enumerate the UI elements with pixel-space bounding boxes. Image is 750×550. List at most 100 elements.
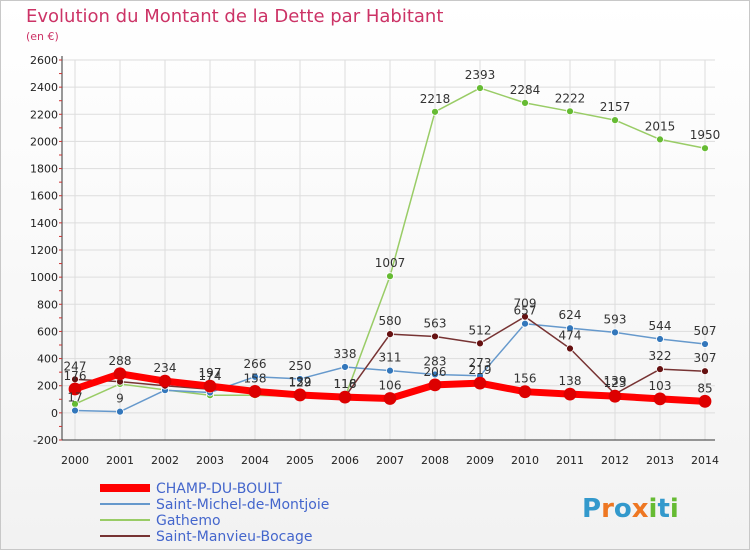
y-tick-label: 200 — [37, 380, 58, 393]
data-point-saint-michel-de-montjoie — [71, 406, 79, 415]
x-tick-label: 2006 — [331, 454, 359, 467]
x-tick-label: 2001 — [106, 454, 134, 467]
data-label-champ-du-boult: 116 — [334, 377, 357, 391]
y-tick-label: 800 — [37, 298, 58, 311]
data-point-saint-michel-de-montjoie — [566, 324, 574, 333]
data-point-gathemo — [656, 135, 664, 144]
legend: CHAMP-DU-BOULTSaint-Michel-de-MontjoieGa… — [100, 481, 329, 545]
logo-letter: o — [614, 494, 632, 524]
data-label-gathemo: 2393 — [465, 68, 496, 82]
y-tick-label: 0 — [51, 407, 58, 420]
data-label-gathemo: 2157 — [600, 100, 631, 114]
data-label-saint-manvieu-bocage: 512 — [469, 323, 492, 337]
data-label-champ-du-boult: 234 — [154, 361, 177, 375]
legend-label: Saint-Manvieu-Bocage — [156, 529, 312, 545]
legend-label: Saint-Michel-de-Montjoie — [156, 497, 329, 513]
proxiti-logo-text: Proxiti — [582, 494, 679, 524]
data-point-gathemo — [431, 107, 439, 116]
data-label-saint-michel-de-montjoie: 507 — [694, 324, 717, 338]
data-point-champ-du-boult — [653, 392, 667, 406]
data-label-champ-du-boult: 103 — [649, 379, 672, 393]
chart-subtitle: (en €) — [26, 30, 59, 43]
data-label-saint-michel-de-montjoie: 273 — [469, 356, 492, 370]
data-point-saint-michel-de-montjoie — [386, 366, 394, 375]
data-point-saint-manvieu-bocage — [566, 344, 574, 353]
data-label-saint-michel-de-montjoie: 338 — [334, 347, 357, 361]
data-point-saint-michel-de-montjoie — [701, 340, 709, 348]
data-label-saint-manvieu-bocage: 139 — [604, 374, 627, 388]
data-point-saint-michel-de-montjoie — [431, 370, 439, 379]
data-point-champ-du-boult — [608, 389, 622, 403]
data-point-gathemo — [701, 144, 709, 153]
data-label-saint-manvieu-bocage: 709 — [514, 297, 537, 311]
data-label-champ-du-boult: 219 — [469, 363, 492, 377]
y-tick-label: 1000 — [30, 271, 58, 284]
legend-label: Gathemo — [156, 513, 221, 529]
plot-area: -200 0 200 400 600 800 1000 1200 1400 1600 1800 200… — [30, 54, 720, 467]
data-point-saint-michel-de-montjoie — [116, 407, 124, 416]
data-point-saint-michel-de-montjoie — [521, 319, 529, 328]
data-label-champ-du-boult: 176 — [64, 369, 87, 383]
x-tick-label: 2005 — [286, 454, 314, 467]
data-label-champ-du-boult: 106 — [379, 378, 402, 392]
data-label-champ-du-boult: 85 — [697, 381, 712, 395]
data-label-saint-michel-de-montjoie: 593 — [604, 312, 627, 326]
legend-label: CHAMP-DU-BOULT — [156, 481, 282, 497]
data-label-champ-du-boult: 288 — [109, 354, 132, 368]
y-tick-label: 1200 — [30, 244, 58, 257]
data-point-champ-du-boult — [473, 376, 487, 390]
data-label-saint-michel-de-montjoie: 9 — [116, 392, 124, 406]
data-label-saint-michel-de-montjoie: 17 — [67, 391, 82, 405]
data-label-saint-manvieu-bocage: 474 — [559, 329, 582, 343]
data-label-gathemo: 2218 — [420, 92, 451, 106]
data-point-saint-manvieu-bocage — [431, 332, 439, 341]
data-label-champ-du-boult: 138 — [559, 374, 582, 388]
data-label-champ-du-boult: 197 — [199, 366, 222, 380]
proxiti-logo: Proxiti — [582, 494, 679, 524]
x-tick-label: 2013 — [646, 454, 674, 467]
data-point-gathemo — [521, 98, 529, 107]
chart-title: Evolution du Montant de la Dette par Hab… — [26, 6, 443, 27]
y-tick-label: 2600 — [30, 54, 58, 67]
data-point-saint-michel-de-montjoie — [341, 363, 349, 371]
data-point-saint-michel-de-montjoie — [611, 328, 619, 337]
logo-letter: x — [632, 494, 649, 524]
x-tick-label: 2009 — [466, 454, 494, 467]
data-label-gathemo: 1007 — [375, 256, 406, 270]
y-tick-label: 600 — [37, 325, 58, 338]
logo-letter: r — [601, 494, 614, 524]
x-tick-label: 2004 — [241, 454, 269, 467]
data-point-saint-manvieu-bocage — [476, 339, 484, 348]
data-label-saint-manvieu-bocage: 118 — [334, 377, 357, 391]
data-point-saint-manvieu-bocage — [386, 330, 394, 339]
data-point-gathemo — [611, 116, 619, 125]
x-tick-label: 2000 — [61, 454, 89, 467]
data-label-saint-manvieu-bocage: 174 — [199, 369, 222, 383]
data-label-saint-manvieu-bocage: 322 — [649, 349, 672, 363]
data-point-champ-du-boult — [158, 374, 172, 388]
logo-letter: i — [670, 494, 679, 524]
data-point-champ-du-boult — [563, 387, 577, 401]
x-tick-label: 2008 — [421, 454, 449, 467]
data-label-champ-du-boult: 123 — [604, 376, 627, 390]
y-tick-label: 1800 — [30, 163, 58, 176]
data-label-saint-michel-de-montjoie: 311 — [379, 351, 402, 365]
x-tick-label: 2012 — [601, 454, 629, 467]
data-label-champ-du-boult: 132 — [289, 375, 312, 389]
data-label-gathemo: 2222 — [555, 91, 586, 105]
logo-letter: t — [657, 494, 669, 524]
data-label-champ-du-boult: 158 — [244, 371, 267, 385]
x-tick-label: 2010 — [511, 454, 539, 467]
logo-letter: P — [582, 494, 601, 524]
y-tick-label: 2000 — [30, 135, 58, 148]
data-label-saint-manvieu-bocage: 247 — [64, 359, 87, 373]
data-label-saint-michel-de-montjoie: 250 — [289, 359, 312, 373]
y-tick-label: 1600 — [30, 190, 58, 203]
data-point-saint-manvieu-bocage — [521, 312, 529, 321]
data-point-champ-du-boult — [518, 385, 532, 399]
data-point-saint-michel-de-montjoie — [251, 372, 259, 381]
x-tick-label: 2003 — [196, 454, 224, 467]
data-point-champ-du-boult — [68, 382, 82, 396]
